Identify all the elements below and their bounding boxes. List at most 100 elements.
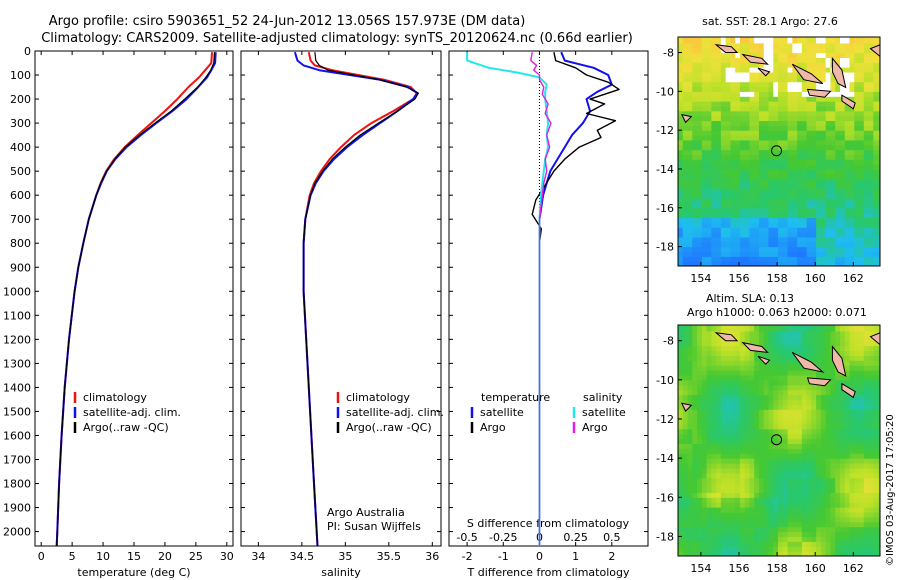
field-cell (849, 62, 855, 68)
field-cell (773, 96, 779, 102)
field-cell (868, 511, 874, 518)
field-cell (754, 261, 760, 266)
field-cell (682, 256, 689, 262)
field-cell (716, 335, 722, 342)
field-cell (787, 236, 793, 243)
field-cell (820, 428, 827, 435)
field-cell (854, 164, 860, 170)
field-cell (825, 521, 832, 528)
field-cell (749, 62, 755, 68)
field-cell (778, 227, 784, 233)
field-cell (692, 330, 698, 337)
field-cell (801, 384, 808, 391)
field-cell (873, 516, 879, 523)
field-cell (797, 502, 803, 508)
field-cell (801, 492, 808, 498)
x-tick-label: 1 (572, 550, 579, 563)
field-cell (797, 458, 803, 464)
field-cell (782, 91, 789, 97)
field-cell (873, 433, 879, 440)
field-cell (787, 448, 793, 454)
field-cell (830, 105, 836, 112)
field-cell (825, 365, 832, 371)
field-cell (744, 463, 751, 469)
field-cell (797, 521, 803, 528)
x-tick-label: 15 (127, 550, 141, 563)
field-cell (787, 47, 793, 54)
field-cell (758, 71, 765, 78)
field-cell (725, 399, 732, 405)
field-cell (868, 345, 874, 352)
field-cell (816, 164, 822, 170)
field-cell (849, 365, 855, 371)
field-cell (692, 86, 698, 92)
field-cell (849, 370, 855, 376)
field-cell (878, 149, 880, 156)
field-cell (801, 164, 808, 170)
field-cell (830, 511, 836, 518)
field-cell (725, 96, 732, 102)
field-cell (744, 154, 751, 160)
field-cell (773, 261, 779, 266)
field-cell (863, 516, 870, 523)
field-cell (782, 37, 789, 39)
field-cell (801, 507, 808, 513)
field-cell (768, 507, 774, 513)
field-cell (682, 531, 689, 538)
field-cell (792, 511, 798, 518)
field-cell (725, 404, 732, 410)
field-cell (825, 42, 832, 49)
missing-cell (825, 57, 832, 63)
field-cell (816, 115, 822, 122)
field-cell (787, 188, 793, 194)
field-cell (711, 52, 717, 58)
field-cell (859, 472, 865, 479)
field-cell (692, 423, 698, 430)
field-cell (859, 516, 865, 523)
field-cell (692, 67, 698, 73)
field-cell (797, 130, 803, 136)
field-cell (778, 251, 784, 257)
field-cell (744, 472, 751, 479)
field-cell (687, 482, 693, 489)
field-cell (801, 325, 808, 332)
field-cell (830, 497, 836, 503)
field-cell (725, 202, 732, 209)
field-cell (763, 91, 770, 97)
field-cell (701, 139, 708, 146)
field-cell (830, 96, 836, 102)
field-cell (744, 212, 751, 219)
field-cell (778, 188, 784, 194)
field-cell (863, 423, 870, 430)
x-tick-label: 35 (338, 550, 352, 563)
field-cell (763, 477, 770, 484)
field-cell (725, 497, 732, 503)
field-cell (825, 183, 832, 189)
field-cell (859, 130, 865, 136)
field-cell (811, 360, 817, 366)
field-cell (797, 256, 803, 262)
field-cell (687, 389, 693, 396)
field-cell (692, 541, 698, 547)
field-cell (720, 443, 727, 449)
field-cell (744, 217, 751, 223)
field-cell (678, 492, 684, 498)
field-cell (773, 345, 779, 352)
field-cell (873, 428, 879, 435)
field-cell (739, 47, 746, 54)
field-cell (754, 428, 760, 435)
field-cell (868, 399, 874, 405)
field-cell (768, 325, 774, 332)
field-cell (763, 81, 770, 88)
field-cell (854, 178, 860, 185)
missing-cell (820, 81, 827, 88)
field-cell (749, 139, 755, 146)
field-cell (735, 67, 741, 73)
field-cell (687, 448, 693, 454)
field-cell (792, 551, 798, 556)
field-cell (768, 149, 774, 156)
field-cell (820, 360, 827, 366)
field-cell (697, 91, 703, 97)
field-cell (687, 370, 693, 376)
field-cell (830, 325, 836, 327)
